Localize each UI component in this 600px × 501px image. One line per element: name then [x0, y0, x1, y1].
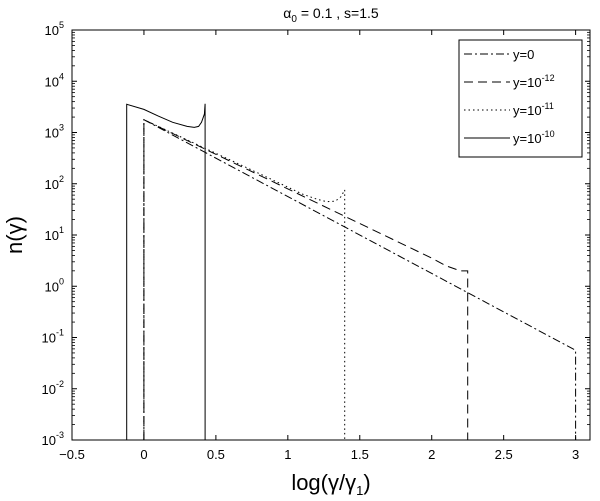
legend-label-base: y=0	[513, 47, 534, 62]
legend-label-base: y=10	[513, 75, 542, 90]
x-label-subscript: 1	[356, 483, 363, 498]
y-tick-base: 10	[45, 126, 59, 141]
legend-label-exponent: -10	[542, 129, 555, 139]
y-tick-label: 101	[45, 225, 64, 243]
y-tick-base: 10	[42, 382, 56, 397]
x-tick-label: 0.5	[207, 447, 225, 462]
legend-label-exponent: -11	[542, 101, 554, 111]
chart-title: α0 = 0.1 , s=1.5	[283, 5, 379, 25]
title-symbol: α	[283, 5, 291, 21]
x-label-close: )	[363, 470, 370, 495]
x-axis-label: log(γ/γ1)	[291, 470, 370, 498]
y-tick-base: 10	[45, 228, 59, 243]
y-tick-exponent: 1	[59, 225, 64, 235]
y-tick-base: 10	[45, 23, 59, 38]
y-axis-label: n(γ)	[2, 216, 27, 254]
y-tick-label: 10-1	[42, 328, 64, 346]
y-tick-base: 10	[45, 177, 59, 192]
y-tick-exponent: -2	[56, 379, 64, 389]
x-tick-label: −0.5	[59, 447, 85, 462]
y-tick-label: 104	[45, 71, 64, 89]
x-label-main: log(γ/γ	[291, 470, 356, 495]
legend-label-base: y=10	[513, 103, 542, 118]
y-tick-base: 10	[45, 74, 59, 89]
y-tick-base: 10	[42, 331, 56, 346]
legend-label-1: y=10-12	[513, 73, 555, 90]
y-tick-exponent: -1	[56, 328, 64, 338]
legend-label-3: y=10-10	[513, 129, 555, 146]
y-tick-exponent: 2	[59, 174, 64, 184]
y-tick-exponent: -3	[56, 430, 64, 440]
y-tick-exponent: 3	[59, 123, 64, 133]
series-line-2	[143, 118, 346, 440]
y-tick-label: 100	[45, 276, 64, 294]
y-tick-exponent: 4	[59, 71, 64, 81]
y-tick-base: 10	[42, 433, 56, 448]
plot-content	[126, 103, 577, 440]
legend-label-exponent: -12	[542, 73, 555, 83]
y-tick-label: 105	[45, 20, 64, 38]
y-tick-exponent: 5	[59, 20, 64, 30]
y-tick-label: 102	[45, 174, 64, 192]
y-tick-label: 10-2	[42, 379, 64, 397]
x-tick-label: 1.5	[351, 447, 369, 462]
title-subscript: 0	[291, 14, 297, 25]
legend-label-0: y=0	[513, 47, 534, 62]
legend-label-2: y=10-11	[513, 101, 554, 118]
series-line-0	[143, 118, 577, 440]
x-tick-label: 0	[140, 447, 147, 462]
x-tick-label: 2.5	[495, 447, 513, 462]
y-tick-label: 10-3	[42, 430, 64, 448]
y-tick-label: 103	[45, 123, 64, 141]
legend-label-base: y=10	[513, 131, 542, 146]
y-tick-exponent: 0	[59, 276, 64, 286]
x-axis-ticks: −0.5 0 0.5 1 1.5 2 2.5 3	[59, 30, 579, 462]
series-line-3	[126, 103, 206, 440]
legend: y=0y=10-12y=10-11y=10-10	[458, 39, 583, 158]
x-tick-label: 2	[428, 447, 435, 462]
x-tick-label: 3	[572, 447, 579, 462]
x-tick-label: 1	[284, 447, 291, 462]
y-tick-base: 10	[45, 279, 59, 294]
series-line-1	[143, 118, 469, 440]
title-rest: = 0.1 , s=1.5	[297, 5, 379, 21]
